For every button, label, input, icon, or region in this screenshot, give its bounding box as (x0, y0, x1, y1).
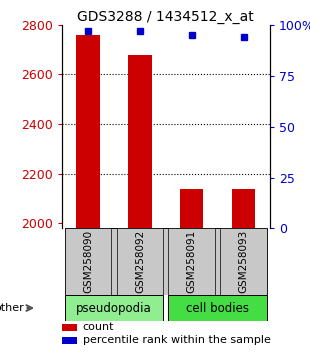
Text: pseudopodia: pseudopodia (76, 302, 152, 315)
Text: other: other (0, 303, 24, 313)
Bar (117, 228, 163, 295)
Text: count: count (83, 322, 114, 332)
Bar (128, 55, 152, 228)
Bar (64, 295, 163, 321)
Bar (76, 35, 100, 228)
Bar (168, 295, 267, 321)
Text: GSM258093: GSM258093 (239, 230, 249, 293)
Bar (64, 228, 111, 295)
Text: GSM258092: GSM258092 (135, 230, 145, 293)
Text: GSM258091: GSM258091 (187, 230, 197, 293)
Bar (220, 228, 267, 295)
Bar (232, 189, 255, 228)
Bar (62, 337, 77, 344)
Bar (62, 324, 77, 331)
Text: cell bodies: cell bodies (186, 302, 249, 315)
Title: GDS3288 / 1434512_x_at: GDS3288 / 1434512_x_at (78, 10, 254, 24)
Bar (168, 228, 215, 295)
Text: percentile rank within the sample: percentile rank within the sample (83, 336, 271, 346)
Bar (180, 189, 203, 228)
Text: GSM258090: GSM258090 (83, 230, 93, 293)
